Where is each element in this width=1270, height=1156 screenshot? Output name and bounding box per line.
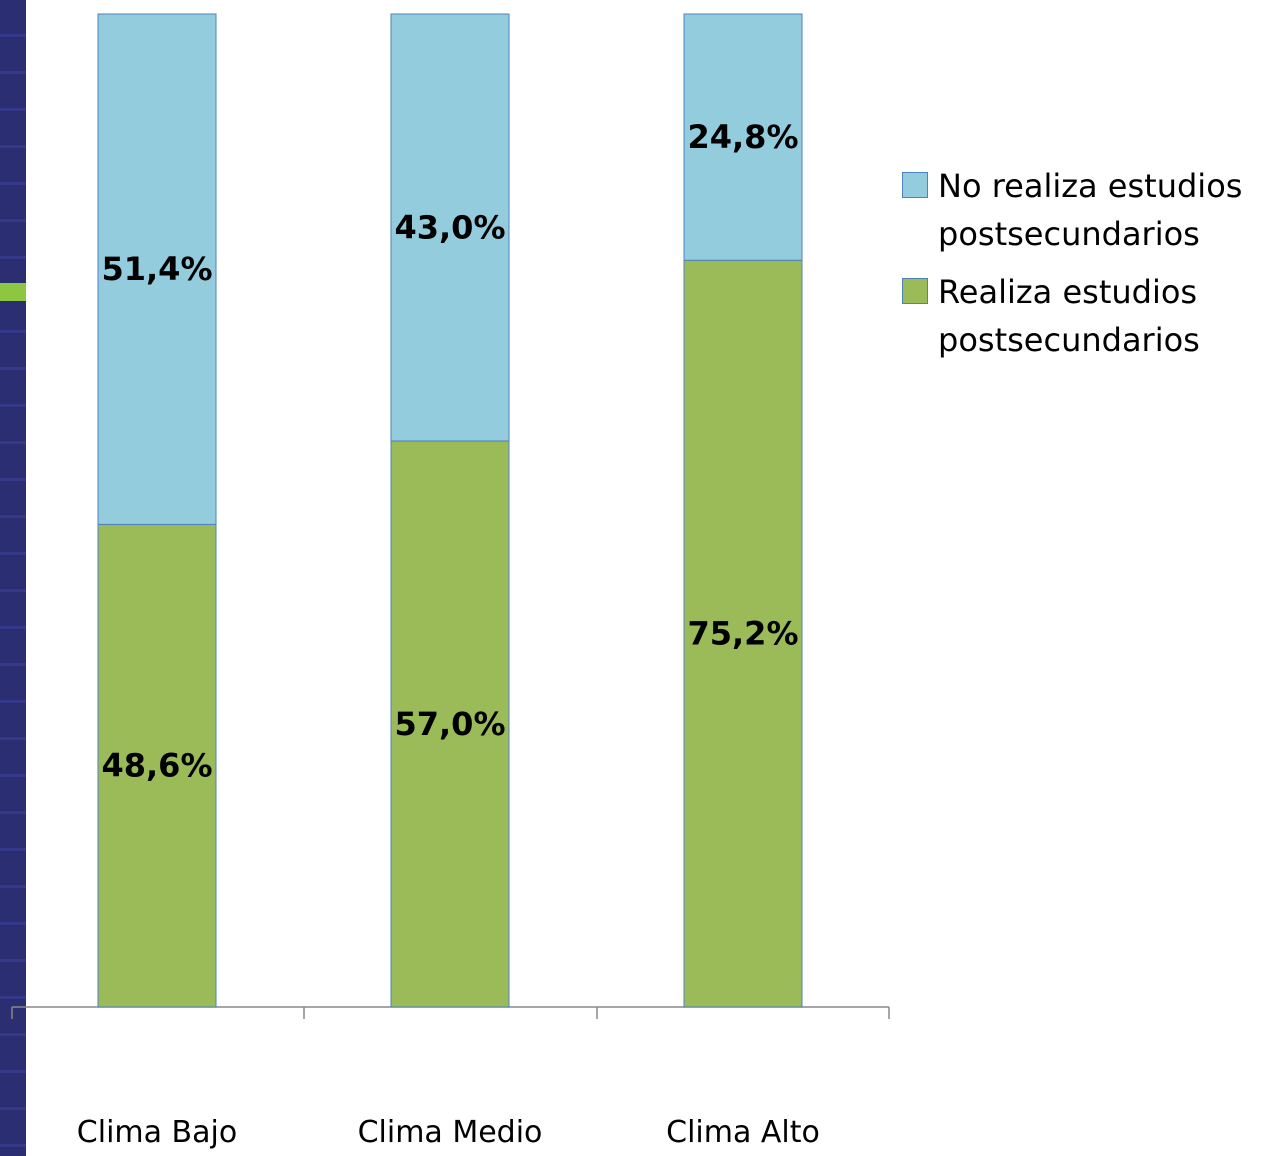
legend-label: No realiza estudios postsecundarios	[938, 167, 1243, 253]
side-decoration-strip	[0, 0, 26, 1156]
stacked-bar-chart: 48,6% 51,4% Clima Bajo 57,0% 43,0% Clima Medi…	[11, 13, 890, 1150]
bar-segment-no-realiza-3	[683, 13, 803, 261]
data-label: 48,6%	[101, 747, 212, 785]
bar-segment-no-realiza-1	[97, 13, 217, 525]
legend-label: Realiza estudios postsecundarios	[938, 273, 1200, 359]
side-decoration-marker	[0, 283, 26, 301]
data-label: 51,4%	[101, 250, 212, 288]
data-label: 43,0%	[394, 208, 505, 246]
legend-swatch	[902, 172, 928, 198]
bar-segment-realiza-3	[683, 259, 803, 1008]
legend-item: No realiza estudios postsecundarios	[902, 162, 1270, 258]
data-label: 24,8%	[687, 118, 798, 156]
x-tick-label: Clima Alto	[666, 1115, 820, 1150]
legend-swatch	[902, 278, 928, 304]
x-tick-label: Clima Bajo	[77, 1115, 237, 1150]
chart-legend: No realiza estudios postsecundarios Reali…	[902, 162, 1270, 374]
bar-segment-no-realiza-2	[390, 13, 510, 442]
legend-item: Realiza estudios postsecundarios	[902, 268, 1270, 364]
data-label: 57,0%	[394, 705, 505, 743]
bar-segment-realiza-1	[97, 523, 217, 1008]
data-label: 75,2%	[687, 615, 798, 653]
bar-segment-realiza-2	[390, 440, 510, 1008]
x-tick-label: Clima Medio	[358, 1115, 543, 1150]
